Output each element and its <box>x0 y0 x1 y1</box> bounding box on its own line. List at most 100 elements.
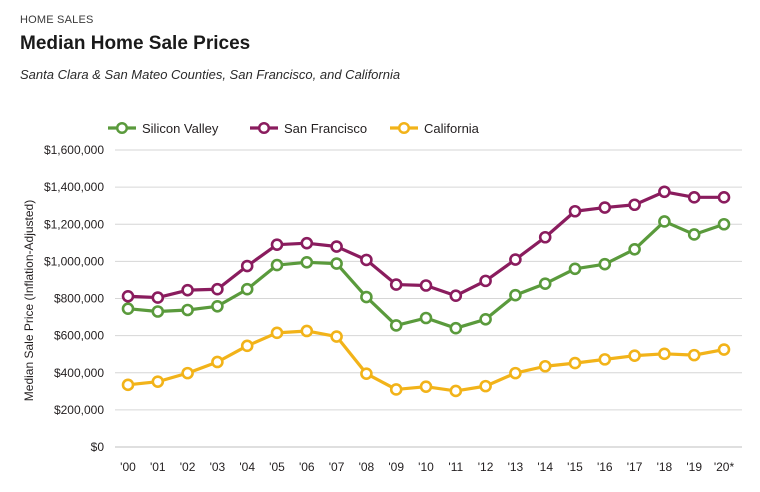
legend-item-silicon-valley: Silicon Valley <box>108 121 219 136</box>
data-point-silicon-valley <box>121 302 135 316</box>
data-point-california <box>151 375 165 388</box>
data-point-california <box>419 380 433 393</box>
data-point-california <box>658 347 671 361</box>
data-point-california <box>270 326 284 340</box>
data-point-california <box>687 348 701 362</box>
x-tick-label: '13 <box>508 460 524 474</box>
x-tick-label: '06 <box>299 460 315 474</box>
y-axis-ticks: $0 $200,000 $400,000 $600,000 $800,000 $1,000… <box>44 143 104 454</box>
chart-kicker: HOME SALES <box>20 14 94 26</box>
data-point-california <box>181 366 194 380</box>
legend-label: California <box>424 121 480 136</box>
legend-label: San Francisco <box>284 121 367 136</box>
legend-swatch-marker <box>397 121 411 135</box>
data-point-silicon-valley <box>270 258 284 272</box>
y-tick-label: $400,000 <box>54 366 104 380</box>
legend: Silicon Valley San Francisco California <box>108 121 480 136</box>
data-point-california <box>240 339 254 353</box>
data-point-san-francisco <box>568 204 582 218</box>
x-tick-label: '17 <box>627 460 643 474</box>
data-point-silicon-valley <box>240 282 254 296</box>
data-point-silicon-valley <box>568 262 582 276</box>
data-point-silicon-valley <box>449 321 463 335</box>
data-point-san-francisco <box>538 230 552 244</box>
data-point-silicon-valley <box>211 299 224 313</box>
data-point-california <box>121 378 135 392</box>
x-tick-label: '07 <box>329 460 345 474</box>
data-point-california <box>717 343 731 356</box>
legend-swatch-marker <box>257 121 271 135</box>
x-tick-label: '09 <box>388 460 404 474</box>
y-tick-label: $200,000 <box>54 403 104 417</box>
x-tick-label: '20* <box>714 460 735 474</box>
data-point-san-francisco <box>449 289 463 303</box>
data-point-san-francisco <box>151 291 165 304</box>
x-tick-label: '00 <box>120 460 136 474</box>
data-point-silicon-valley <box>360 290 373 304</box>
y-tick-label: $1,000,000 <box>44 254 104 268</box>
legend-swatch-marker <box>115 121 129 135</box>
x-tick-label: '18 <box>657 460 673 474</box>
data-point-san-francisco <box>628 198 641 212</box>
data-point-california <box>300 324 314 338</box>
data-point-san-francisco <box>717 191 731 204</box>
data-point-california <box>449 384 463 398</box>
y-tick-label: $800,000 <box>54 292 104 306</box>
data-point-silicon-valley <box>538 277 552 290</box>
x-tick-label: '16 <box>597 460 613 474</box>
data-point-san-francisco <box>121 289 135 303</box>
y-tick-label: $1,400,000 <box>44 180 104 194</box>
data-point-san-francisco <box>270 238 284 251</box>
x-tick-label: '15 <box>567 460 583 474</box>
data-point-california <box>360 367 373 380</box>
data-point-san-francisco <box>330 240 343 253</box>
chart-subtitle: Santa Clara & San Mateo Counties, San Fr… <box>20 67 401 82</box>
data-point-san-francisco <box>479 274 492 288</box>
data-point-california <box>509 366 522 380</box>
data-point-silicon-valley <box>717 217 731 231</box>
x-tick-label: '08 <box>359 460 375 474</box>
y-tick-label: $0 <box>91 440 105 454</box>
x-axis-ticks: '00 '01 '02 '03 '04 '05 '06 '07 '08 '09 '10 '11 '12 '… <box>120 460 734 474</box>
x-tick-label: '01 <box>150 460 166 474</box>
data-point-silicon-valley <box>389 319 403 332</box>
data-point-silicon-valley <box>598 257 612 271</box>
y-tick-label: $1,600,000 <box>44 143 104 157</box>
x-tick-label: '11 <box>448 460 463 474</box>
data-point-san-francisco <box>181 283 194 297</box>
x-tick-label: '19 <box>686 460 702 474</box>
x-tick-label: '04 <box>239 460 255 474</box>
data-point-california <box>538 359 552 373</box>
series-layer <box>121 185 731 398</box>
legend-item-san-francisco: San Francisco <box>250 121 367 136</box>
x-tick-label: '05 <box>269 460 285 474</box>
data-point-silicon-valley <box>479 312 492 326</box>
data-point-san-francisco <box>211 282 224 296</box>
data-point-silicon-valley <box>658 215 671 228</box>
y-axis-label: Median Sale Price (Inflation-Adjusted) <box>22 200 36 401</box>
legend-label: Silicon Valley <box>142 121 219 136</box>
data-point-san-francisco <box>419 279 433 292</box>
x-tick-label: '03 <box>210 460 226 474</box>
x-tick-label: '02 <box>180 460 196 474</box>
data-point-california <box>211 355 224 369</box>
data-point-silicon-valley <box>419 311 433 325</box>
y-tick-label: $600,000 <box>54 329 104 343</box>
data-point-silicon-valley <box>628 243 641 256</box>
data-point-san-francisco <box>509 253 522 266</box>
data-point-california <box>568 356 582 370</box>
y-tick-label: $1,200,000 <box>44 217 104 231</box>
data-point-california <box>479 379 492 393</box>
x-tick-label: '12 <box>478 460 494 474</box>
data-point-san-francisco <box>389 278 403 291</box>
data-point-san-francisco <box>658 185 671 199</box>
data-point-california <box>628 349 641 362</box>
data-point-san-francisco <box>360 253 373 267</box>
data-point-san-francisco <box>687 191 701 204</box>
grid-lines <box>115 149 742 448</box>
data-point-san-francisco <box>300 236 314 250</box>
data-point-san-francisco <box>240 259 254 273</box>
x-tick-label: '14 <box>537 460 553 474</box>
